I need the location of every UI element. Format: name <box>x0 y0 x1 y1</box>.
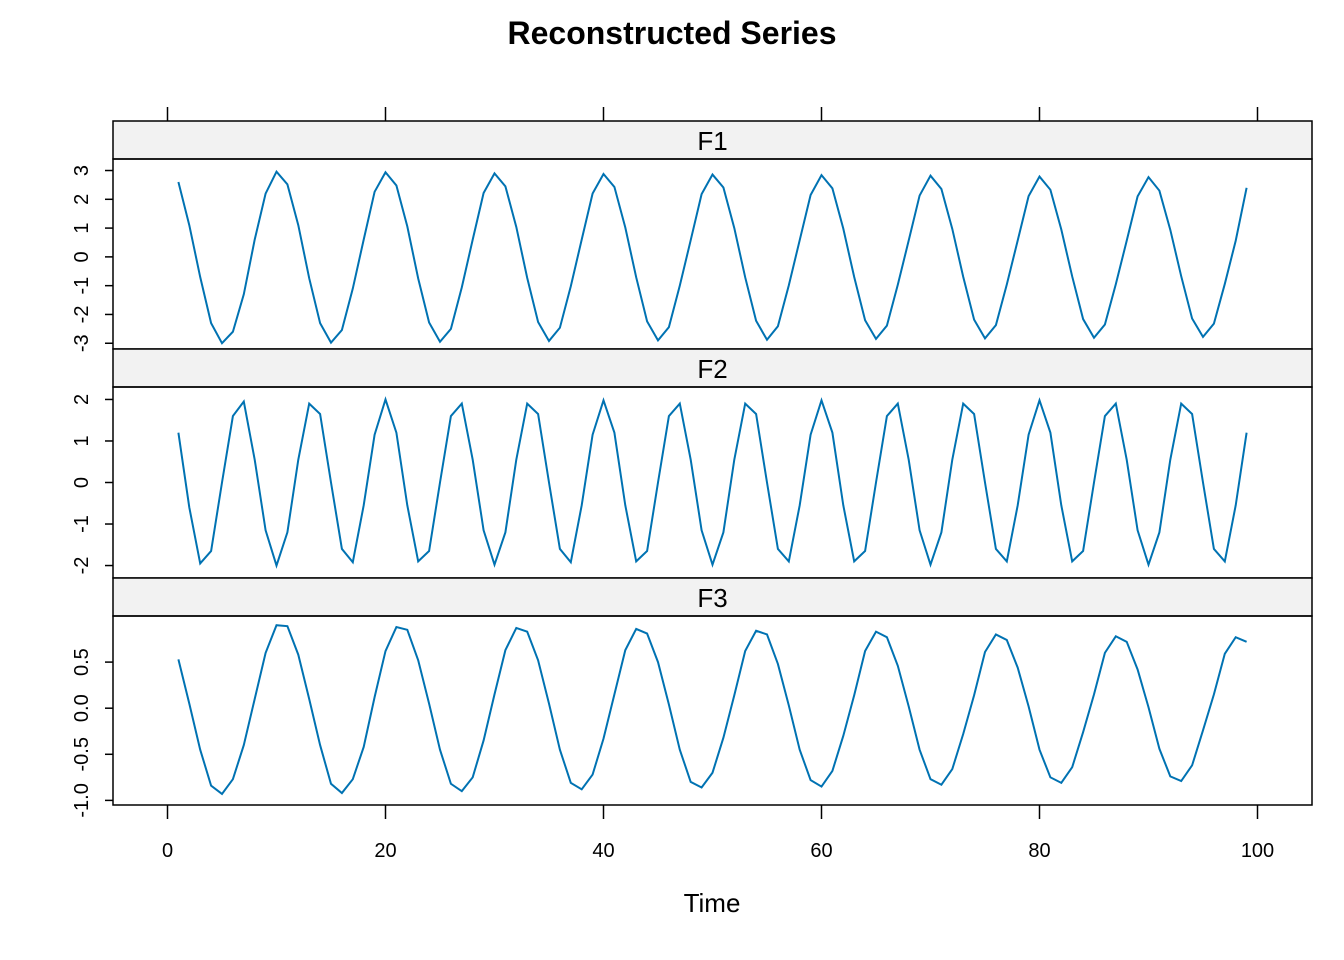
y-tick-label-f1: -1 <box>71 277 93 295</box>
strip-label-f1: F1 <box>697 126 727 156</box>
y-tick-label-f3: 0.5 <box>71 648 93 676</box>
y-tick-label-f1: 1 <box>71 223 93 234</box>
y-tick-label-f1: 3 <box>71 165 93 176</box>
panel-f3: F3 -1.0 -0.5 0.0 0.5 <box>71 577 1313 818</box>
x-axis: 0 20 40 60 80 100 <box>162 107 1274 862</box>
x-tick-label: 60 <box>810 840 832 862</box>
panels-layer: F1 -3 -2 -1 0 1 2 3 F2 -2 -1 0 1 2 F3 -1.0 -0.5 0.0 0.5 <box>71 120 1313 818</box>
y-tick-label-f3: -0.5 <box>71 737 93 771</box>
series-line-f3 <box>177 624 1247 796</box>
x-axis-label: Time <box>684 888 741 918</box>
plot-frame-f3 <box>112 615 1313 806</box>
x-tick-label: 100 <box>1241 840 1274 862</box>
y-tick-label-f2: 2 <box>71 394 93 405</box>
panel-f2: F2 -2 -1 0 1 2 <box>71 348 1313 579</box>
plot-frame-f1 <box>112 158 1313 350</box>
y-tick-label-f2: -2 <box>71 557 93 575</box>
y-tick-label-f1: -2 <box>71 306 93 324</box>
y-tick-label-f3: 0.0 <box>71 694 93 722</box>
chart-title: Reconstructed Series <box>507 15 836 51</box>
strip-label-f3: F3 <box>697 583 727 613</box>
y-tick-label-f3: -1.0 <box>71 783 93 817</box>
plot-frame-f2 <box>112 386 1313 579</box>
series-line-f2 <box>177 396 1248 569</box>
y-tick-label-f2: 0 <box>71 477 93 488</box>
series-line-f1 <box>177 169 1248 345</box>
y-tick-label-f1: -3 <box>71 334 93 352</box>
strip-f2 <box>112 348 1313 388</box>
strip-label-f2: F2 <box>697 354 727 384</box>
y-tick-label-f1: 0 <box>71 251 93 262</box>
x-tick-label: 20 <box>374 840 396 862</box>
strip-f1 <box>112 120 1313 160</box>
y-tick-label-f2: 1 <box>71 435 93 446</box>
x-tick-label: 0 <box>162 840 173 862</box>
y-tick-label-f2: -1 <box>71 515 93 533</box>
y-tick-label-f1: 2 <box>71 194 93 205</box>
x-tick-label: 40 <box>592 840 614 862</box>
panel-f1: F1 -3 -2 -1 0 1 2 3 <box>71 120 1313 352</box>
x-tick-label: 80 <box>1028 840 1050 862</box>
